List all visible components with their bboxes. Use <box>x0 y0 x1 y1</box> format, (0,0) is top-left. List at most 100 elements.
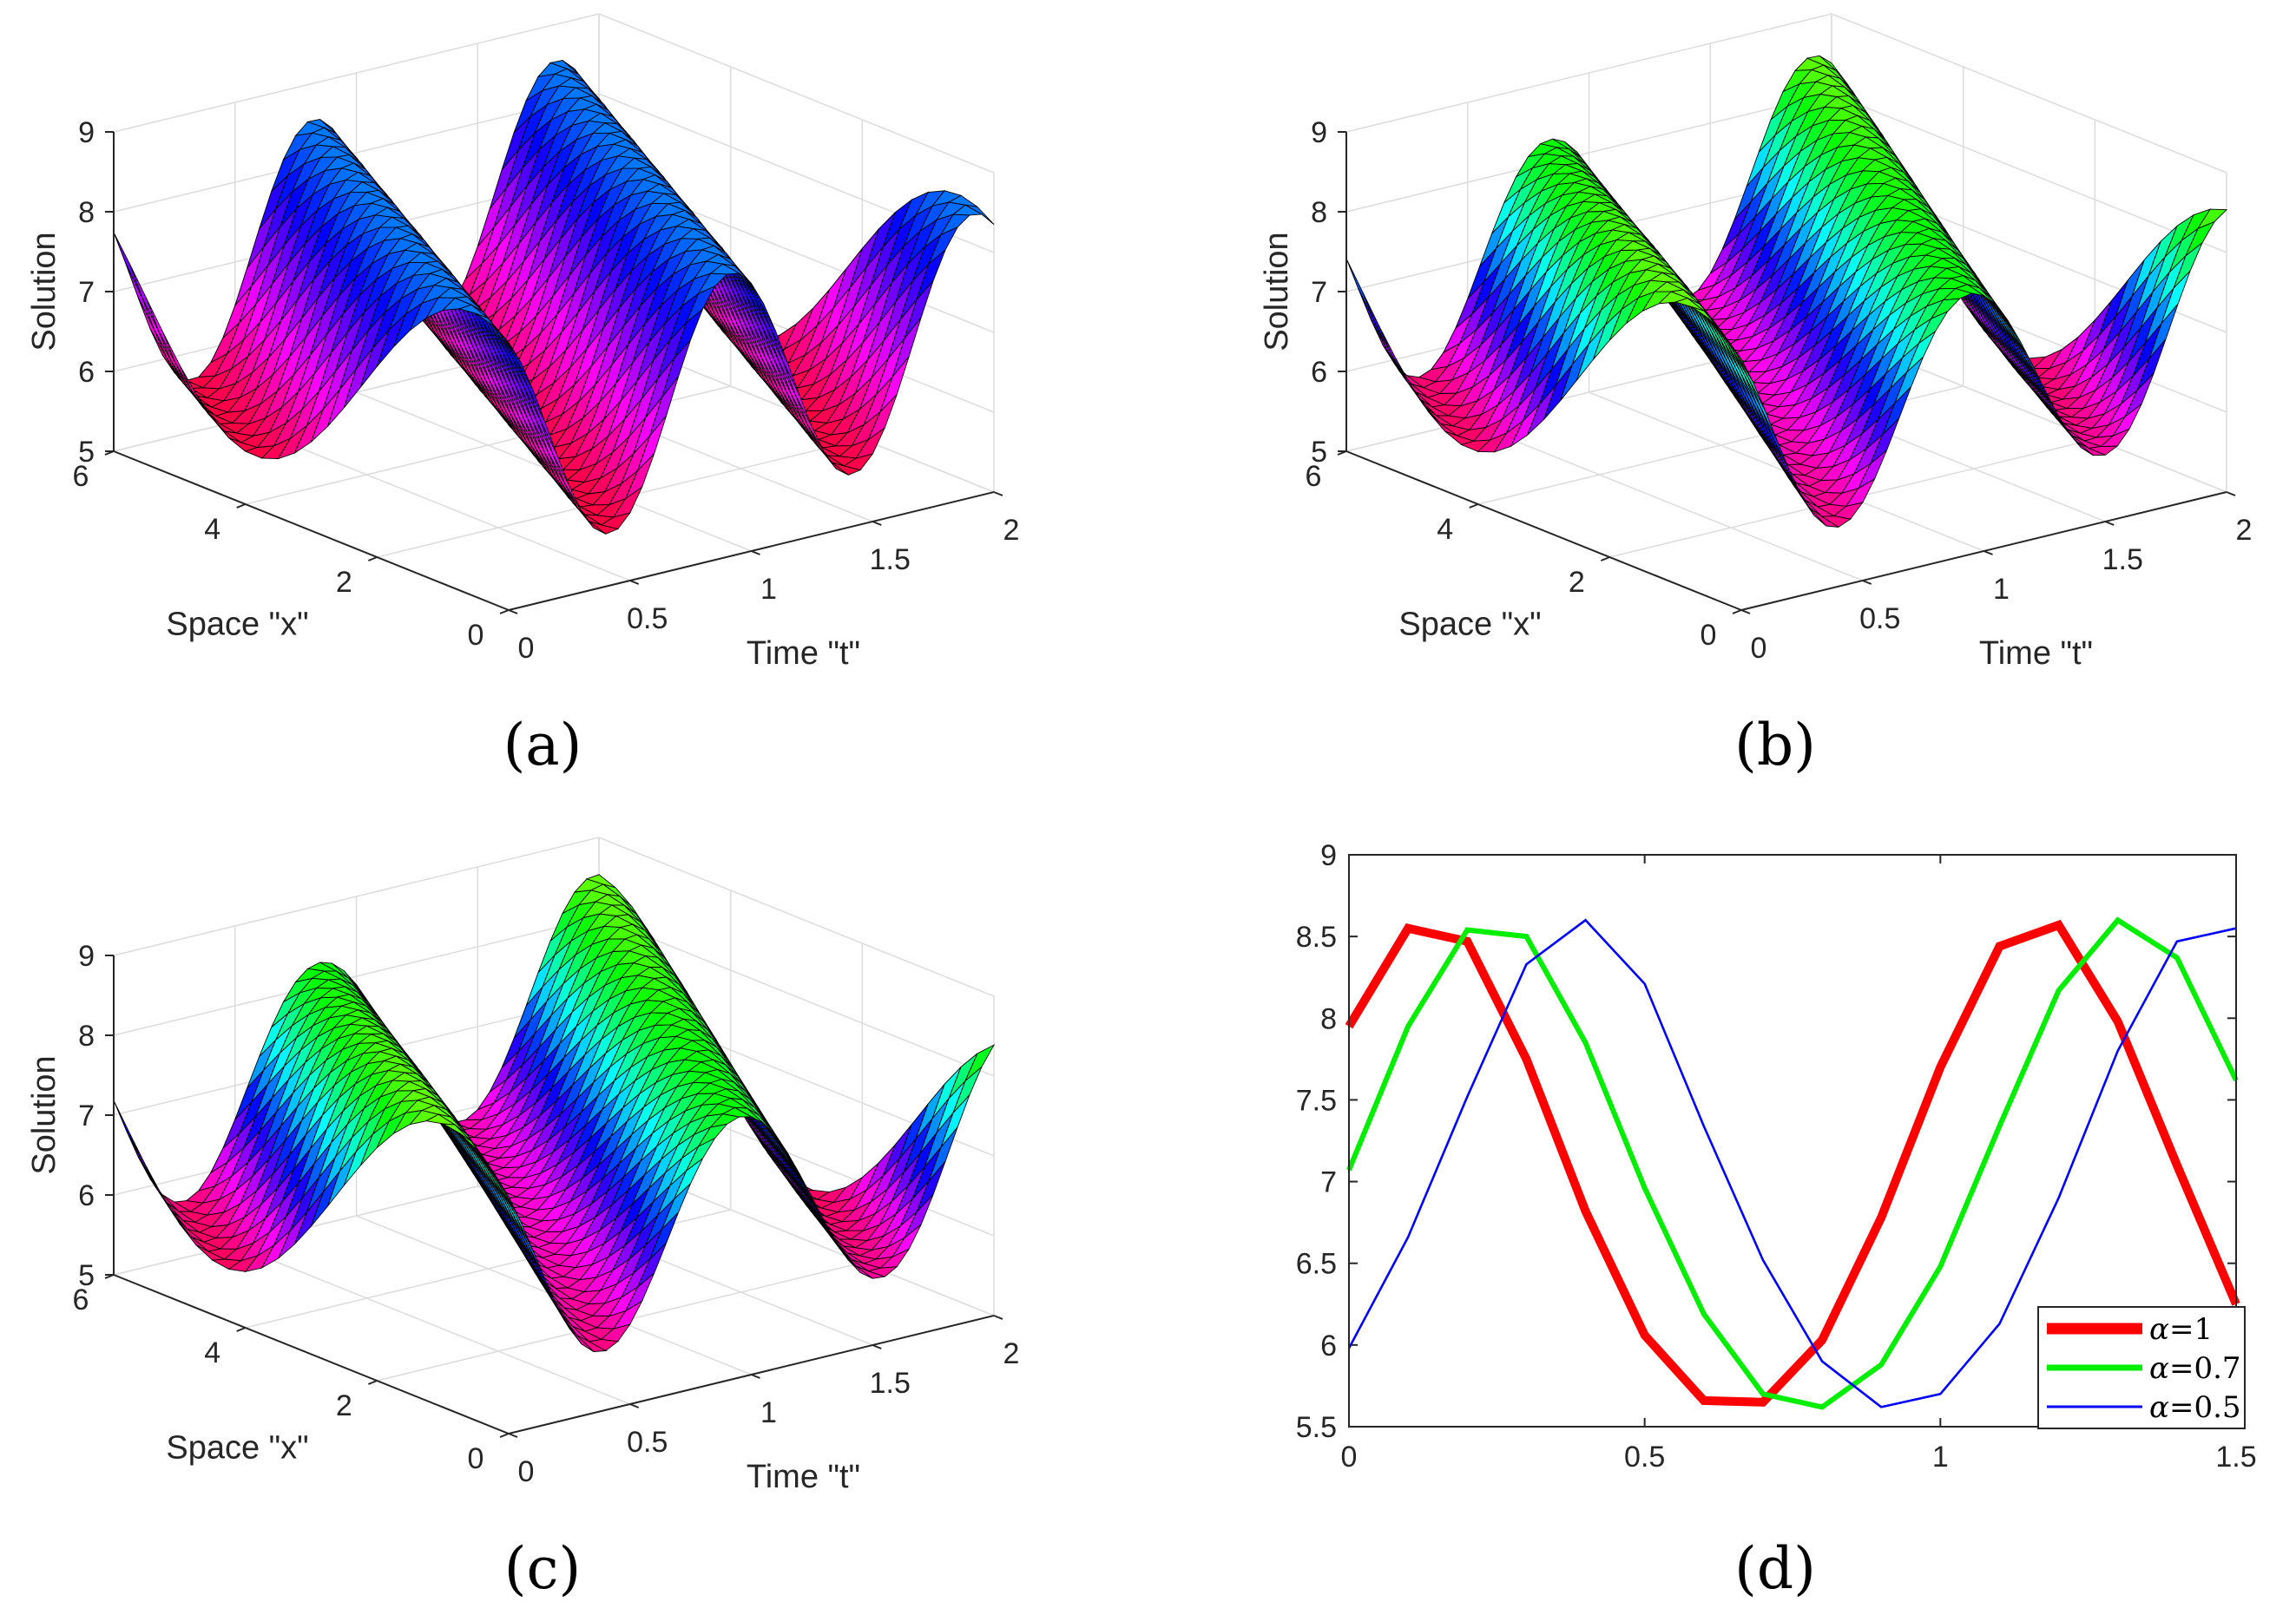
surface-facet <box>129 265 160 332</box>
space-tick-label: 0 <box>468 619 484 652</box>
grid-line <box>113 93 600 213</box>
space-tick <box>1732 609 1742 614</box>
caption-a: (a) <box>503 712 582 778</box>
time-tick <box>751 1374 760 1379</box>
y-tick-label: 8 <box>1320 1002 1337 1035</box>
y-tick-label: 6 <box>1320 1329 1337 1362</box>
time-axis-label: Time "t" <box>1979 635 2093 672</box>
time-axis-label: Time "t" <box>747 635 860 672</box>
space-tick-label: 4 <box>204 1336 220 1369</box>
space-tick-label: 0 <box>1701 619 1717 652</box>
time-tick-label: 1 <box>1993 573 2010 606</box>
solution-tick-label: 9 <box>1311 116 1327 149</box>
grid-line <box>113 916 600 1036</box>
space-tick-label: 2 <box>336 566 352 599</box>
solution-tick-label: 8 <box>78 1020 95 1053</box>
time-tick <box>1984 550 1993 555</box>
solution-axis-label: Solution <box>26 232 62 351</box>
solution-tick-label: 5 <box>78 436 95 469</box>
x-tick-label: 1 <box>1932 1441 1949 1474</box>
time-tick <box>2104 521 2115 526</box>
solution-axis-label: Solution <box>26 1055 62 1174</box>
time-tick-label: 2 <box>1003 1337 1020 1370</box>
time-tick <box>508 1433 518 1438</box>
y-tick-label: 7 <box>1320 1166 1337 1199</box>
caption-d: (d) <box>1734 1535 1816 1602</box>
time-tick-label: 1 <box>760 1396 777 1429</box>
time-tick <box>993 491 1003 496</box>
y-tick-label: 8.5 <box>1296 921 1337 954</box>
time-tick-label: 2 <box>1003 514 1020 547</box>
time-tick-label: 0 <box>518 632 535 665</box>
grid-line <box>234 1244 631 1405</box>
surface-facet <box>125 264 155 331</box>
y-tick-label: 9 <box>1320 839 1337 872</box>
solution-tick-label: 5 <box>1311 436 1327 469</box>
space-tick <box>367 1380 378 1385</box>
surface-facet <box>2196 208 2228 230</box>
time-axis-label: Time "t" <box>747 1459 860 1495</box>
surface-facet <box>964 204 995 225</box>
solution-tick-label: 5 <box>78 1259 95 1292</box>
y-tick-label: 6.5 <box>1296 1248 1337 1281</box>
space-tick-label: 6 <box>1306 460 1322 493</box>
space-axis-label: Space "x" <box>1398 607 1541 643</box>
space-axis-line <box>113 1274 510 1434</box>
time-tick-label: 2 <box>2236 514 2253 547</box>
solution-tick-label: 7 <box>78 1100 95 1132</box>
solution-tick-label: 6 <box>1311 356 1327 389</box>
solution-tick-label: 6 <box>78 356 95 389</box>
time-tick-label: 0 <box>518 1455 535 1488</box>
panel-d: 5.5 6 6.5 7 7.5 8 8.5 9 0 0.5 1 1.5 α=1 α=0.7 α=0.… <box>1296 839 2257 1474</box>
caption-c: (c) <box>504 1535 581 1602</box>
space-tick-label: 4 <box>204 513 220 546</box>
surface-mesh <box>113 874 996 1352</box>
time-tick-label: 1.5 <box>870 543 911 576</box>
time-tick <box>872 1344 882 1349</box>
x-axis-ticks-d: 0 0.5 1 1.5 <box>1341 855 2257 1474</box>
legend-label-alpha-0-5: α=0.5 <box>2149 1390 2241 1425</box>
series-line-alpha-0-7 <box>1346 916 2239 1410</box>
solution-tick-label: 9 <box>78 116 95 149</box>
time-tick <box>2226 491 2236 496</box>
legend-d: α=1 α=0.7 α=0.5 <box>2037 1306 2246 1429</box>
grid-line <box>1345 13 1832 133</box>
grid-line <box>598 837 995 997</box>
solution-tick-label: 9 <box>78 940 95 973</box>
time-tick <box>508 609 518 614</box>
surface-mesh <box>113 60 995 535</box>
solution-tick-label: 8 <box>1311 196 1327 229</box>
solution-axis-label: Solution <box>1259 232 1295 351</box>
space-axis-label: Space "x" <box>166 607 308 643</box>
solution-tick-label: 7 <box>78 276 95 309</box>
space-tick-label: 4 <box>1437 513 1453 546</box>
space-tick-label: 6 <box>73 1283 89 1316</box>
grid-line <box>1831 93 2227 253</box>
space-tick <box>1469 503 1479 509</box>
space-tick <box>236 503 247 509</box>
space-tick <box>367 556 378 561</box>
space-tick-label: 0 <box>468 1442 484 1475</box>
time-tick <box>872 521 882 526</box>
time-tick <box>1740 609 1751 614</box>
space-tick <box>236 1327 247 1332</box>
space-tick <box>1600 556 1610 561</box>
caption-b: (b) <box>1734 712 1816 778</box>
space-axis-label: Space "x" <box>166 1430 308 1467</box>
space-tick-label: 2 <box>1569 566 1585 599</box>
time-tick <box>993 1315 1003 1320</box>
time-tick-label: 0.5 <box>1859 602 1900 635</box>
grid-line <box>1345 93 1832 213</box>
grid-line <box>113 13 600 133</box>
time-tick <box>1862 580 1872 585</box>
solution-tick-label: 6 <box>78 1179 95 1212</box>
legend-label-alpha-1: α=1 <box>2149 1312 2213 1347</box>
grid-line <box>1831 13 2227 174</box>
time-tick <box>629 580 640 585</box>
x-tick-label: 0.5 <box>1624 1441 1665 1474</box>
